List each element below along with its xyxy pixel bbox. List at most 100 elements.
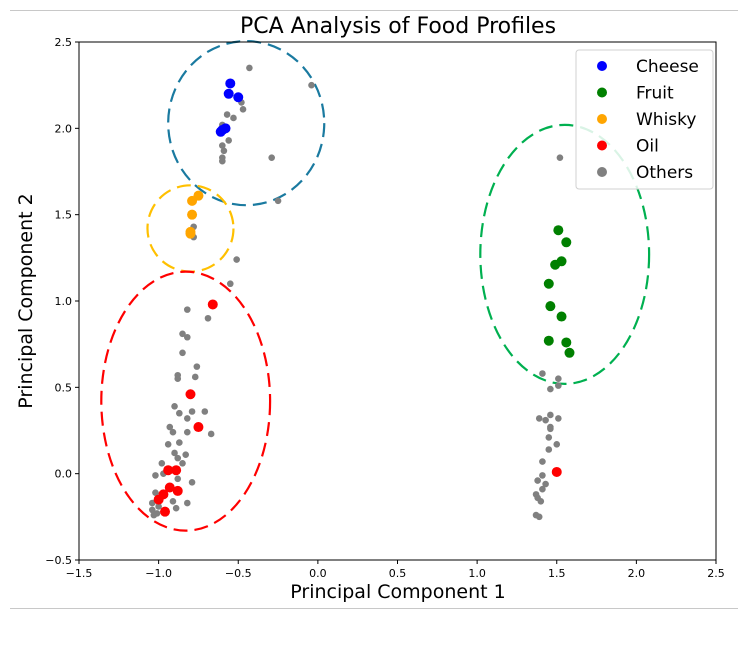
x-tick-label: 1.0 xyxy=(468,567,486,580)
legend-label-cheese: Cheese xyxy=(636,57,699,77)
y-tick-label: 0.0 xyxy=(55,468,73,481)
point-others xyxy=(547,411,554,419)
x-tick-label: 1.5 xyxy=(548,567,566,580)
point-others xyxy=(174,475,182,483)
point-fruit xyxy=(556,311,567,322)
point-fruit xyxy=(561,237,572,248)
point-fruit xyxy=(564,347,575,358)
point-others xyxy=(183,306,191,313)
bottom-divider xyxy=(10,608,738,609)
cluster-ellipse-cheese xyxy=(167,40,326,207)
x-tick-label: 2.5 xyxy=(707,567,725,580)
legend-box xyxy=(575,49,714,190)
point-others xyxy=(171,449,178,457)
x-axis-label: Principal Component 1 xyxy=(290,581,505,603)
legend-marker-oil xyxy=(597,140,607,151)
point-others xyxy=(556,154,564,161)
point-others xyxy=(545,434,553,441)
point-cheese xyxy=(223,88,234,99)
point-others xyxy=(239,106,247,113)
point-fruit xyxy=(545,301,556,312)
point-cheese xyxy=(225,78,236,89)
point-cheese xyxy=(217,125,228,136)
point-others xyxy=(166,423,174,431)
point-others xyxy=(191,373,199,381)
point-others xyxy=(164,441,172,448)
point-oil xyxy=(551,466,562,477)
y-tick-label: 2.0 xyxy=(55,122,73,135)
point-others xyxy=(179,349,186,357)
point-others xyxy=(555,415,562,422)
point-others xyxy=(155,503,162,510)
point-others xyxy=(226,280,234,288)
point-others xyxy=(171,403,178,410)
point-others xyxy=(539,370,546,377)
point-others xyxy=(547,385,554,393)
point-others xyxy=(219,157,226,165)
point-oil xyxy=(207,299,218,310)
point-others xyxy=(268,154,275,161)
point-others xyxy=(176,409,183,417)
x-tick-label: 2.0 xyxy=(628,567,646,580)
point-others xyxy=(148,499,156,507)
point-others xyxy=(542,416,549,424)
point-others xyxy=(553,441,561,448)
point-others xyxy=(183,415,191,422)
cluster-ellipse-fruit xyxy=(479,123,651,385)
x-tick-label: −1.0 xyxy=(145,567,172,580)
point-others xyxy=(176,439,183,446)
point-others xyxy=(152,472,159,479)
point-others xyxy=(174,375,182,383)
point-others xyxy=(230,114,237,122)
point-oil xyxy=(193,422,204,433)
point-whisky xyxy=(185,228,196,239)
point-others xyxy=(545,446,553,453)
point-others xyxy=(169,497,177,505)
point-oil xyxy=(171,465,182,476)
point-cheese xyxy=(233,92,244,103)
point-others xyxy=(207,430,215,438)
point-others xyxy=(152,489,159,496)
point-others xyxy=(539,485,546,493)
point-fruit xyxy=(550,259,561,270)
legend-marker-whisky xyxy=(597,114,607,124)
point-others xyxy=(537,497,545,505)
point-others xyxy=(174,454,182,462)
chart-title: PCA Analysis of Food Profiles xyxy=(240,14,556,39)
point-others xyxy=(169,428,177,436)
point-others xyxy=(542,480,549,488)
legend-marker-fruit xyxy=(597,87,607,98)
point-others xyxy=(183,428,191,436)
point-others xyxy=(150,511,158,519)
y-axis-label: Principal Component 2 xyxy=(15,193,37,408)
point-others xyxy=(219,142,226,149)
x-tick-label: −1.5 xyxy=(66,567,93,580)
point-oil xyxy=(164,482,175,493)
point-oil xyxy=(185,389,196,400)
point-others xyxy=(246,64,253,72)
point-others xyxy=(179,330,186,338)
point-others xyxy=(158,460,166,467)
point-fruit xyxy=(543,335,554,346)
point-others xyxy=(188,479,196,486)
point-others xyxy=(534,477,541,484)
point-fruit xyxy=(561,337,572,348)
point-oil xyxy=(153,494,164,505)
legend-label-whisky: Whisky xyxy=(636,110,696,130)
point-others xyxy=(555,382,562,389)
point-others xyxy=(220,147,228,155)
point-others xyxy=(223,111,231,118)
point-others xyxy=(539,458,546,465)
point-others xyxy=(183,333,191,341)
point-whisky xyxy=(187,195,198,206)
point-others xyxy=(183,499,191,507)
legend-label-others: Others xyxy=(636,163,693,183)
point-others xyxy=(233,256,240,263)
point-others xyxy=(225,137,232,144)
point-others xyxy=(547,425,554,433)
point-oil xyxy=(163,465,174,476)
point-oil xyxy=(172,485,183,496)
point-others xyxy=(193,363,201,370)
point-others xyxy=(179,460,186,467)
